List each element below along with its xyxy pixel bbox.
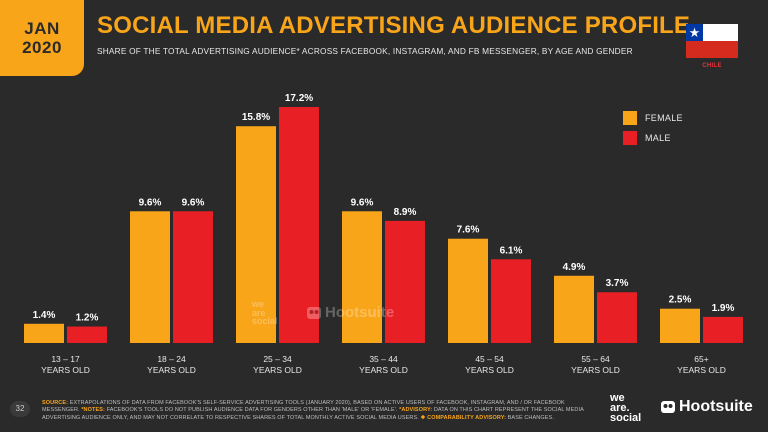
page-title: SOCIAL MEDIA ADVERTISING AUDIENCE PROFIL… xyxy=(97,12,691,39)
legend-swatch-female xyxy=(623,111,637,125)
bar-male-2 xyxy=(173,211,213,343)
data-label-male-2: 9.6% xyxy=(182,197,205,208)
legend-swatch-male xyxy=(623,131,637,145)
source-text: EXTRAPOLATIONS OF DATA FROM FACEBOOK'S S… xyxy=(42,400,565,414)
watermark-hootsuite-logo: Hootsuite xyxy=(306,304,394,321)
bar-female-4 xyxy=(342,211,382,343)
x-tick-label-6-line-2: YEARS OLD xyxy=(571,365,620,375)
x-tick-label-3-line-2: YEARS OLD xyxy=(253,365,302,375)
bar-male-7 xyxy=(703,316,743,343)
source-label: SOURCE: xyxy=(42,400,69,406)
legend-item-male: MALE xyxy=(623,131,683,145)
watermark-are: are xyxy=(252,307,266,318)
comparability-label: ❖ COMPARABILITY ADVISORY: xyxy=(418,414,507,421)
data-label-female-4: 9.6% xyxy=(351,197,374,208)
data-label-male-4: 8.9% xyxy=(394,207,417,218)
watermark-social: social xyxy=(252,316,278,326)
data-label-male-6: 3.7% xyxy=(606,278,629,289)
legend-item-female: FEMALE xyxy=(623,111,683,125)
x-tick-label-1-line-2: YEARS OLD xyxy=(41,365,90,375)
legend-label-female: FEMALE xyxy=(645,113,683,123)
data-label-male-3: 17.2% xyxy=(285,93,313,104)
x-tick-label-4-line-1: 35 – 44 xyxy=(369,354,398,364)
advisory-text: DATA ON THIS CHART REPRESENT THE SOCIAL … xyxy=(42,407,584,421)
bar-female-3 xyxy=(236,126,276,343)
bar-male-5 xyxy=(491,259,531,343)
chile-flag-icon xyxy=(686,24,738,58)
watermark-we: we xyxy=(252,299,265,309)
logo-we: we xyxy=(610,392,625,404)
x-tick-label-3-line-1: 25 – 34 xyxy=(263,354,292,364)
bar-male-6 xyxy=(597,292,637,343)
logo-are: are. xyxy=(610,402,630,414)
owl-icon xyxy=(307,306,321,319)
page-number: 32 xyxy=(10,401,30,417)
data-label-female-6: 4.9% xyxy=(563,262,586,273)
country-label: CHILE xyxy=(702,63,722,69)
logo-hootsuite: Hootsuite xyxy=(679,398,753,415)
bar-male-1 xyxy=(67,326,107,343)
notes-label: *NOTES: xyxy=(79,407,105,414)
advisory-label: *ADVISORY: xyxy=(397,407,433,414)
x-tick-label-4-line-2: YEARS OLD xyxy=(359,365,408,375)
legend-label-male: MALE xyxy=(645,133,671,143)
bar-male-3 xyxy=(279,107,319,343)
comparability-text: BASE CHANGES. xyxy=(506,414,554,421)
data-label-male-7: 1.9% xyxy=(712,303,735,314)
hootsuite-owl-icon xyxy=(661,401,675,413)
bar-female-6 xyxy=(554,275,594,343)
x-tick-label-2-line-1: 18 – 24 xyxy=(157,354,186,364)
we-are-social-logo: we are. social xyxy=(610,392,642,424)
date-year: 2020 xyxy=(22,38,62,57)
data-label-female-5: 7.6% xyxy=(457,225,480,236)
watermark-we-are-social-logo: we are social xyxy=(252,300,292,326)
hootsuite-logo: Hootsuite xyxy=(660,398,753,416)
data-label-female-3: 15.8% xyxy=(242,112,270,123)
date-badge: JAN 2020 xyxy=(0,0,84,76)
watermark: we are social Hootsuite xyxy=(252,300,394,326)
page-subtitle: SHARE OF THE TOTAL ADVERTISING AUDIENCE*… xyxy=(97,46,633,56)
x-tick-label-2-line-2: YEARS OLD xyxy=(147,365,196,375)
x-tick-label-5-line-2: YEARS OLD xyxy=(465,365,514,375)
bar-female-5 xyxy=(448,238,488,343)
x-tick-label-1-line-1: 13 – 17 xyxy=(51,354,80,364)
watermark-hootsuite: Hootsuite xyxy=(325,304,395,322)
logo-social: social xyxy=(610,412,642,424)
bar-female-1 xyxy=(24,323,64,343)
date-month: JAN xyxy=(24,19,60,38)
data-label-female-7: 2.5% xyxy=(669,295,692,306)
x-tick-label-7-line-1: 65+ xyxy=(694,354,708,364)
x-tick-label-7-line-2: YEARS OLD xyxy=(677,365,726,375)
data-label-female-1: 1.4% xyxy=(33,310,56,321)
x-tick-label-6-line-1: 55 – 64 xyxy=(581,354,610,364)
notes-text: FACEBOOK'S TOOLS DO NOT PUBLISH AUDIENCE… xyxy=(104,407,398,414)
data-label-male-1: 1.2% xyxy=(76,313,99,324)
bar-female-2 xyxy=(130,211,170,343)
source-notes: SOURCE: EXTRAPOLATIONS OF DATA FROM FACE… xyxy=(42,400,602,422)
x-tick-label-5-line-1: 45 – 54 xyxy=(475,354,504,364)
data-label-male-5: 6.1% xyxy=(500,245,523,256)
bar-male-4 xyxy=(385,220,425,343)
legend: FEMALE MALE xyxy=(623,111,683,151)
data-label-female-2: 9.6% xyxy=(139,197,162,208)
bar-female-7 xyxy=(660,308,700,343)
